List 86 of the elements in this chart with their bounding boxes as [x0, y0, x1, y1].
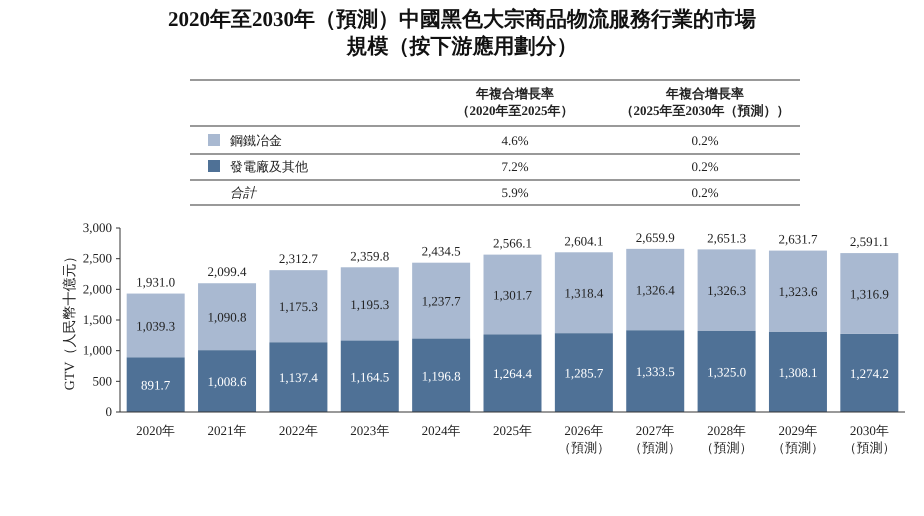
x-tick-label: 2023年: [350, 423, 390, 438]
bar: [126, 357, 185, 412]
total-label: 2,659.9: [636, 230, 675, 245]
data-label: 1,237.7: [422, 294, 462, 309]
x-tick-label: 2021年: [208, 423, 247, 438]
y-tick-label: 2,000: [82, 281, 112, 296]
bar: [269, 342, 328, 412]
data-label: 891.7: [141, 378, 171, 393]
data-label: 1,308.1: [778, 364, 818, 380]
bar: [126, 294, 185, 358]
bar: [269, 270, 328, 342]
bar: [768, 332, 827, 412]
total-label: 2,359.8: [350, 248, 390, 264]
text: 年複合增長率（2020年至2025年）: [456, 86, 574, 118]
y-axis-title: GTV（人民幣十億元）: [62, 250, 78, 390]
chart-title: 2020年至2030年（預測）中國黑色大宗商品物流服務行業的市場規模（按下游應用劃分）: [167, 6, 757, 60]
legend-label: 鋼鐵冶金: [230, 133, 282, 148]
bar: [554, 252, 613, 334]
bar: [412, 262, 470, 339]
x-tick-label: 2022年: [278, 423, 318, 438]
total-label: 2,312.7: [278, 251, 318, 266]
x-tick-label: 2020年: [136, 423, 176, 438]
data-label: 1,039.3: [136, 318, 176, 334]
legend-label: 發電廠及其他: [230, 159, 308, 174]
total-label: 2,591.1: [850, 234, 889, 250]
bar: [626, 330, 684, 412]
bar: [840, 253, 898, 334]
x-tick-label: 2029年（預測）: [772, 423, 824, 455]
data-label: 1,264.4: [493, 366, 532, 382]
text: 年複合增長率（2025年至2030年（預測））: [620, 86, 790, 118]
text: 5.9%: [501, 185, 529, 200]
bar: [198, 350, 256, 412]
text: 合計: [230, 185, 258, 200]
bar: [340, 340, 399, 412]
bar: [626, 248, 684, 330]
bar: [484, 254, 542, 334]
data-label: 1,323.6: [778, 284, 818, 300]
text: 0.2%: [691, 185, 719, 200]
total-label: 2,604.1: [564, 233, 604, 248]
bar: [198, 283, 256, 350]
text: 4.6%: [501, 133, 529, 148]
bar: [840, 334, 898, 412]
bar: [698, 330, 756, 412]
bar: [412, 338, 470, 412]
total-label: 2,631.7: [778, 232, 818, 247]
y-tick-label: 500: [92, 373, 112, 388]
data-label: 1,195.3: [350, 296, 390, 312]
y-tick-label: 2,500: [82, 250, 112, 266]
data-label: 1,325.0: [707, 364, 746, 380]
text: 0.2%: [691, 133, 719, 148]
data-label: 1,316.9: [850, 286, 889, 302]
bar: [554, 333, 613, 412]
data-label: 1,090.8: [208, 310, 247, 325]
data-label: 1,274.2: [850, 366, 889, 381]
data-label: 1,175.3: [278, 299, 318, 314]
x-tick-label: 2030年（預測）: [843, 423, 896, 455]
bar: [768, 250, 827, 332]
data-label: 1,318.4: [564, 286, 604, 301]
text: 0.2%: [691, 159, 719, 174]
total-label: 2,651.3: [707, 230, 746, 246]
data-label: 1,137.4: [278, 370, 318, 386]
x-tick-label: 2027年（預測）: [629, 423, 682, 455]
bar: [698, 249, 756, 331]
data-label: 1,326.3: [707, 283, 746, 298]
y-tick-label: 1,500: [82, 312, 112, 327]
data-label: 1,333.5: [636, 364, 675, 380]
data-label: 1,164.5: [350, 369, 390, 384]
total-label: 2,434.5: [422, 244, 461, 259]
data-label: 1,196.8: [422, 368, 461, 384]
data-label: 1,285.7: [564, 366, 604, 381]
x-tick-label: 2024年: [422, 423, 461, 438]
y-tick-label: 0: [106, 404, 112, 419]
bar: [340, 267, 399, 341]
bar: [484, 334, 542, 412]
x-tick-label: 2026年（預測）: [558, 423, 610, 455]
data-label: 1,326.4: [636, 282, 676, 298]
text: 7.2%: [501, 159, 529, 174]
total-label: 2,099.4: [208, 264, 248, 280]
total-label: 1,931.0: [136, 274, 176, 290]
y-tick-label: 1,000: [82, 342, 112, 358]
total-label: 2,566.1: [493, 236, 532, 251]
x-tick-label: 2025年: [493, 423, 532, 438]
data-label: 1,008.6: [208, 374, 248, 390]
data-label: 1,301.7: [493, 288, 532, 303]
x-tick-label: 2028年（預測）: [700, 423, 753, 455]
y-tick-label: 3,000: [82, 220, 112, 235]
